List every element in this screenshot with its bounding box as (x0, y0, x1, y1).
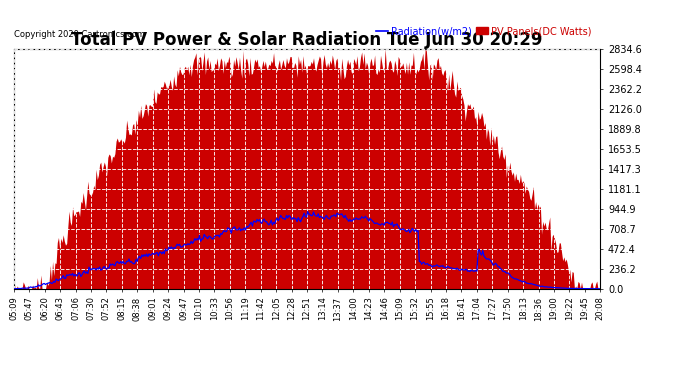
Title: Total PV Power & Solar Radiation Tue Jun 30 20:29: Total PV Power & Solar Radiation Tue Jun… (71, 31, 543, 49)
Text: Copyright 2020 Cartronics.com: Copyright 2020 Cartronics.com (14, 30, 145, 39)
Legend: Radiation(w/m2), PV Panels(DC Watts): Radiation(w/m2), PV Panels(DC Watts) (373, 22, 595, 40)
